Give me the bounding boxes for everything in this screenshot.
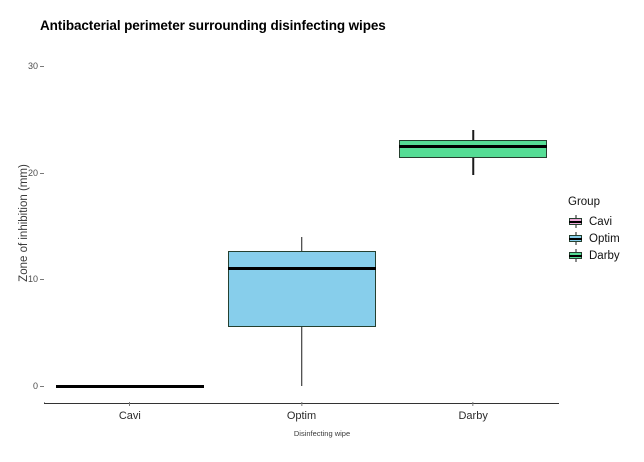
box-rect — [399, 139, 548, 158]
boxplot-optim[interactable] — [227, 50, 376, 402]
legend-item-label: Darby — [589, 249, 620, 262]
legend-item-optim[interactable]: Optim — [568, 230, 620, 247]
y-tick-mark — [40, 66, 44, 67]
boxplot-darby[interactable] — [399, 50, 548, 402]
legend-key-icon — [568, 231, 583, 246]
upper-whisker — [300, 236, 303, 251]
y-tick-mark — [40, 386, 44, 387]
box-rect — [227, 250, 376, 328]
y-tick-label: 30 — [27, 61, 38, 71]
legend-item-darby[interactable]: Darby — [568, 247, 620, 264]
x-tick-cavi: Cavi — [119, 402, 141, 422]
page-title: Antibacterial perimeter surrounding disi… — [40, 18, 386, 33]
plot-panel: 0 10 20 30 Cavi Optim Darby — [28, 50, 559, 422]
lower-whisker — [472, 157, 474, 175]
median-line — [227, 267, 376, 271]
legend-items: Cavi Optim Darby — [568, 213, 620, 264]
x-tick-mark — [301, 402, 302, 406]
legend: Group Cavi Optim Darby — [568, 196, 620, 264]
upper-whisker — [472, 130, 474, 140]
x-tick-mark — [472, 402, 474, 406]
lower-whisker — [300, 327, 303, 386]
legend-key-icon — [568, 214, 583, 229]
x-tick-darby: Darby — [458, 402, 488, 422]
x-tick-label: Darby — [458, 410, 488, 422]
boxplot-cavi[interactable] — [55, 50, 204, 402]
x-tick-mark — [129, 402, 131, 406]
x-tick-optim: Optim — [287, 402, 316, 422]
legend-title: Group — [568, 196, 600, 208]
y-tick-mark — [40, 279, 44, 281]
y-tick-label: 10 — [27, 274, 38, 285]
y-tick-label: 20 — [27, 167, 38, 178]
legend-item-label: Optim — [589, 232, 620, 245]
y-tick-label: 0 — [32, 381, 38, 391]
x-axis-title: Disinfecting wipe — [293, 429, 351, 438]
x-tick-label: Cavi — [118, 410, 141, 422]
y-tick-mark — [40, 172, 44, 174]
x-tick-label: Optim — [286, 410, 317, 422]
median-line — [55, 384, 204, 388]
legend-item-label: Cavi — [589, 215, 613, 228]
legend-key-icon — [568, 248, 583, 263]
legend-item-cavi[interactable]: Cavi — [568, 213, 620, 230]
y-axis-title: Zone of inhibition (mm) — [18, 164, 30, 282]
median-line — [399, 144, 548, 148]
